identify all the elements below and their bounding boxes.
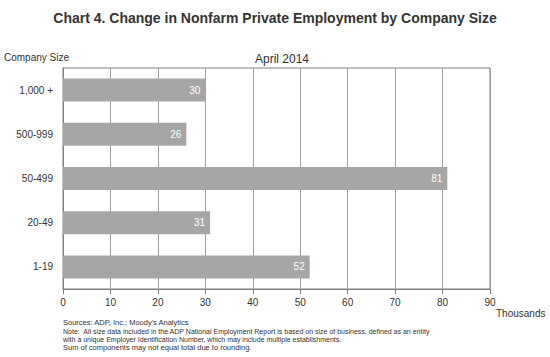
- svg-text:26: 26: [170, 129, 182, 140]
- svg-text:20: 20: [152, 297, 164, 308]
- svg-text:50: 50: [295, 297, 307, 308]
- svg-text:90: 90: [484, 297, 496, 308]
- svg-text:with a unique Employer Identif: with a unique Employer Identification Nu…: [63, 335, 342, 343]
- svg-text:81: 81: [431, 173, 443, 184]
- svg-text:20-49: 20-49: [27, 217, 53, 228]
- svg-text:52: 52: [294, 261, 306, 272]
- svg-text:50-499: 50-499: [22, 173, 54, 184]
- svg-text:80: 80: [437, 297, 449, 308]
- svg-text:April 2014: April 2014: [255, 52, 309, 66]
- svg-text:31: 31: [194, 217, 206, 228]
- svg-text:Thousands: Thousands: [496, 308, 545, 319]
- svg-text:60: 60: [342, 297, 354, 308]
- svg-text:1-19: 1-19: [33, 261, 53, 272]
- svg-text:40: 40: [247, 297, 259, 308]
- svg-text:Note: All size data included: Note: All size data included in the ADP …: [63, 328, 431, 336]
- svg-text:1,000 +: 1,000 +: [19, 85, 53, 96]
- svg-text:70: 70: [390, 297, 402, 308]
- svg-text:500-999: 500-999: [16, 129, 53, 140]
- svg-text:0: 0: [60, 297, 66, 308]
- svg-text:Chart 4. Change in Nonfarm Pri: Chart 4. Change in Nonfarm Private Emplo…: [53, 10, 497, 26]
- svg-text:Sum of components may not equa: Sum of components may not equal total du…: [63, 343, 251, 352]
- svg-text:Company Size: Company Size: [4, 52, 69, 63]
- svg-text:30: 30: [189, 85, 201, 96]
- svg-text:30: 30: [200, 297, 212, 308]
- svg-text:Sources: ADP, Inc.; Moody's An: Sources: ADP, Inc.; Moody's Analytics: [63, 318, 189, 327]
- svg-text:10: 10: [105, 297, 117, 308]
